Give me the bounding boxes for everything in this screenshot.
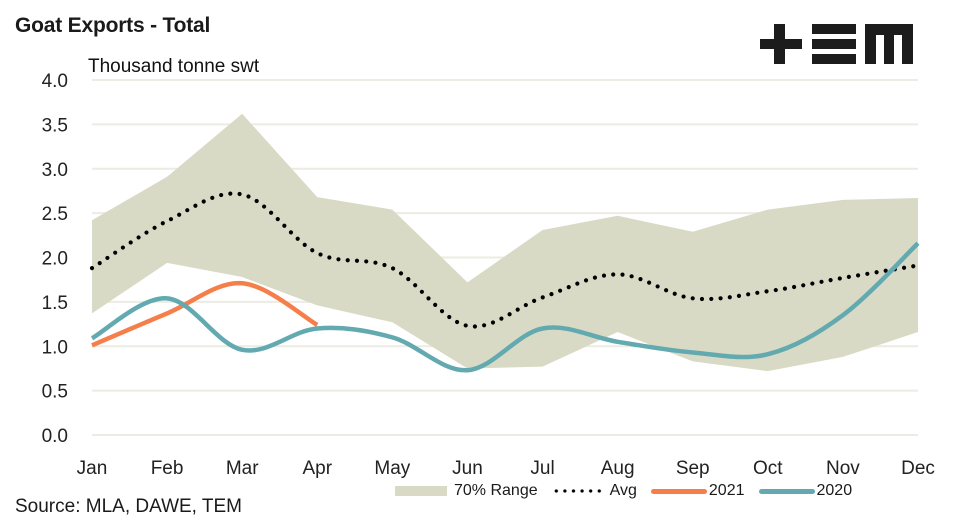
x-tick-label: May <box>374 458 410 479</box>
x-tick-label: Mar <box>226 458 259 479</box>
source-note: Source: MLA, DAWE, TEM <box>15 496 242 517</box>
series-layer <box>89 191 921 373</box>
x-tick-label: Nov <box>826 458 860 479</box>
legend-label-avg: Avg <box>609 482 637 499</box>
range-band-area <box>92 113 918 372</box>
y-tick-label: 0.0 <box>42 426 68 447</box>
y-tick-label: 3.0 <box>42 160 68 181</box>
legend: 70% Range Avg 2021 2020 <box>395 482 866 500</box>
legend-swatch-avg <box>551 489 604 493</box>
legend-swatch-2021 <box>650 488 707 494</box>
legend-swatch-2020 <box>758 488 815 494</box>
chart-title: Goat Exports - Total <box>15 14 211 37</box>
y-tick-label: 0.5 <box>42 382 68 403</box>
y-tick-label: 2.5 <box>42 204 68 225</box>
y-axis-ticks: 0.0 0.5 1.0 1.5 2.0 2.5 3.0 3.5 4.0 <box>42 71 68 447</box>
x-tick-label: Jul <box>530 458 554 479</box>
x-axis-ticks: Jan Feb Mar Apr May Jun Jul Aug Sep Oct Nov Dec <box>77 458 935 479</box>
range-band-layer <box>92 113 918 372</box>
legend-item-avg: Avg <box>551 482 637 500</box>
x-tick-label: Oct <box>753 458 783 479</box>
y-tick-label: 2.0 <box>42 249 68 270</box>
series-line-2021 <box>91 280 319 348</box>
legend-item-2021: 2021 <box>650 482 745 500</box>
y-axis-label: Thousand tonne swt <box>88 56 260 77</box>
legend-item-2020: 2020 <box>758 482 853 500</box>
legend-label-2020: 2020 <box>816 482 853 499</box>
legend-item-range: 70% Range <box>395 482 538 500</box>
x-tick-label: Apr <box>302 458 332 479</box>
x-tick-label: Aug <box>601 458 635 479</box>
tem-logo-icon <box>760 24 916 69</box>
y-tick-label: 3.5 <box>42 115 68 136</box>
legend-swatch-range <box>395 486 447 496</box>
series-line-2020 <box>90 241 920 373</box>
y-tick-label: 1.5 <box>42 293 68 314</box>
x-tick-label: Jun <box>452 458 483 479</box>
x-tick-label: Feb <box>151 458 184 479</box>
x-tick-label: Sep <box>676 458 710 479</box>
x-tick-label: Jan <box>77 458 108 479</box>
series-line-avg <box>89 191 921 329</box>
y-tick-label: 4.0 <box>42 71 68 92</box>
y-tick-label: 1.0 <box>42 337 68 358</box>
legend-label-2021: 2021 <box>708 482 745 499</box>
legend-label-range: 70% Range <box>454 482 538 499</box>
x-tick-label: Dec <box>901 458 935 479</box>
